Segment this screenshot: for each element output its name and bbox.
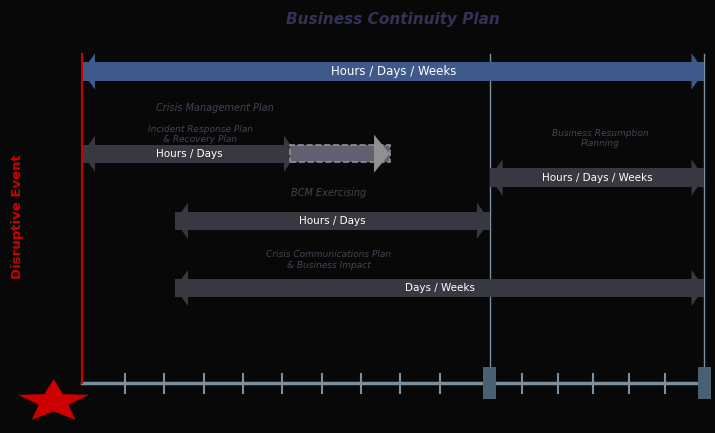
FancyBboxPatch shape (175, 212, 490, 230)
Text: Hours / Days: Hours / Days (299, 216, 366, 226)
FancyArrow shape (175, 270, 188, 306)
FancyBboxPatch shape (175, 279, 704, 297)
FancyBboxPatch shape (290, 145, 390, 162)
FancyBboxPatch shape (483, 367, 496, 399)
FancyBboxPatch shape (698, 367, 711, 399)
FancyArrow shape (82, 53, 95, 90)
FancyArrow shape (82, 136, 95, 172)
Text: Business Continuity Plan: Business Continuity Plan (287, 12, 500, 27)
FancyArrow shape (175, 203, 188, 239)
Text: Crisis Communications Plan
& Business Impact: Crisis Communications Plan & Business Im… (267, 250, 392, 269)
Text: Days / Weeks: Days / Weeks (405, 283, 475, 293)
FancyArrow shape (691, 270, 704, 306)
Text: Hours / Days: Hours / Days (156, 149, 223, 159)
FancyArrow shape (490, 159, 503, 196)
FancyArrow shape (691, 53, 704, 90)
Text: BCM Exercising: BCM Exercising (291, 187, 367, 198)
Text: Hours / Days / Weeks: Hours / Days / Weeks (542, 172, 652, 183)
Text: Disruptive Event: Disruptive Event (11, 154, 24, 279)
FancyBboxPatch shape (82, 62, 704, 81)
Polygon shape (19, 379, 89, 420)
FancyBboxPatch shape (82, 145, 297, 163)
FancyArrow shape (374, 135, 390, 173)
FancyBboxPatch shape (490, 168, 704, 187)
FancyArrow shape (691, 159, 704, 196)
Text: Hours / Days / Weeks: Hours / Days / Weeks (330, 65, 456, 78)
FancyArrow shape (284, 136, 297, 172)
Text: Business Resumption
Planning: Business Resumption Planning (552, 129, 649, 148)
Text: Incident Response Plan
& Recovery Plan: Incident Response Plan & Recovery Plan (148, 125, 252, 144)
FancyArrow shape (477, 203, 490, 239)
Text: Crisis Management Plan: Crisis Management Plan (156, 103, 273, 113)
